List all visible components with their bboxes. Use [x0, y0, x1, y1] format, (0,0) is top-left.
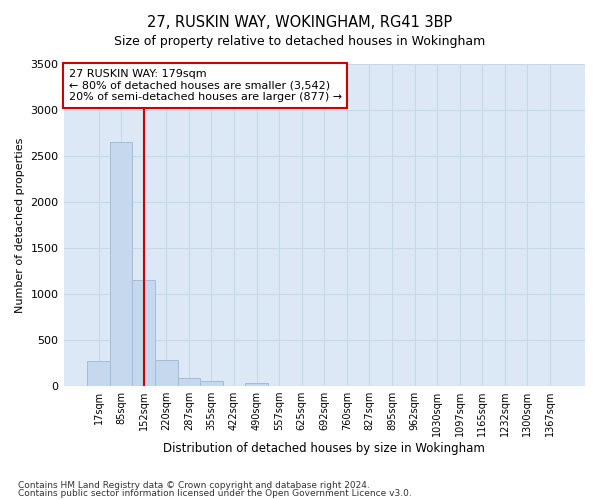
Bar — [110, 142, 133, 386]
Bar — [87, 361, 110, 386]
Bar — [245, 384, 268, 386]
Bar — [155, 360, 178, 386]
Text: Contains public sector information licensed under the Open Government Licence v3: Contains public sector information licen… — [18, 489, 412, 498]
Text: 27 RUSKIN WAY: 179sqm
← 80% of detached houses are smaller (3,542)
20% of semi-d: 27 RUSKIN WAY: 179sqm ← 80% of detached … — [69, 69, 342, 102]
Text: Contains HM Land Registry data © Crown copyright and database right 2024.: Contains HM Land Registry data © Crown c… — [18, 480, 370, 490]
Text: 27, RUSKIN WAY, WOKINGHAM, RG41 3BP: 27, RUSKIN WAY, WOKINGHAM, RG41 3BP — [148, 15, 452, 30]
Bar — [200, 382, 223, 386]
Text: Size of property relative to detached houses in Wokingham: Size of property relative to detached ho… — [115, 35, 485, 48]
X-axis label: Distribution of detached houses by size in Wokingham: Distribution of detached houses by size … — [163, 442, 485, 455]
Y-axis label: Number of detached properties: Number of detached properties — [15, 138, 25, 312]
Bar — [133, 280, 155, 386]
Bar — [178, 378, 200, 386]
